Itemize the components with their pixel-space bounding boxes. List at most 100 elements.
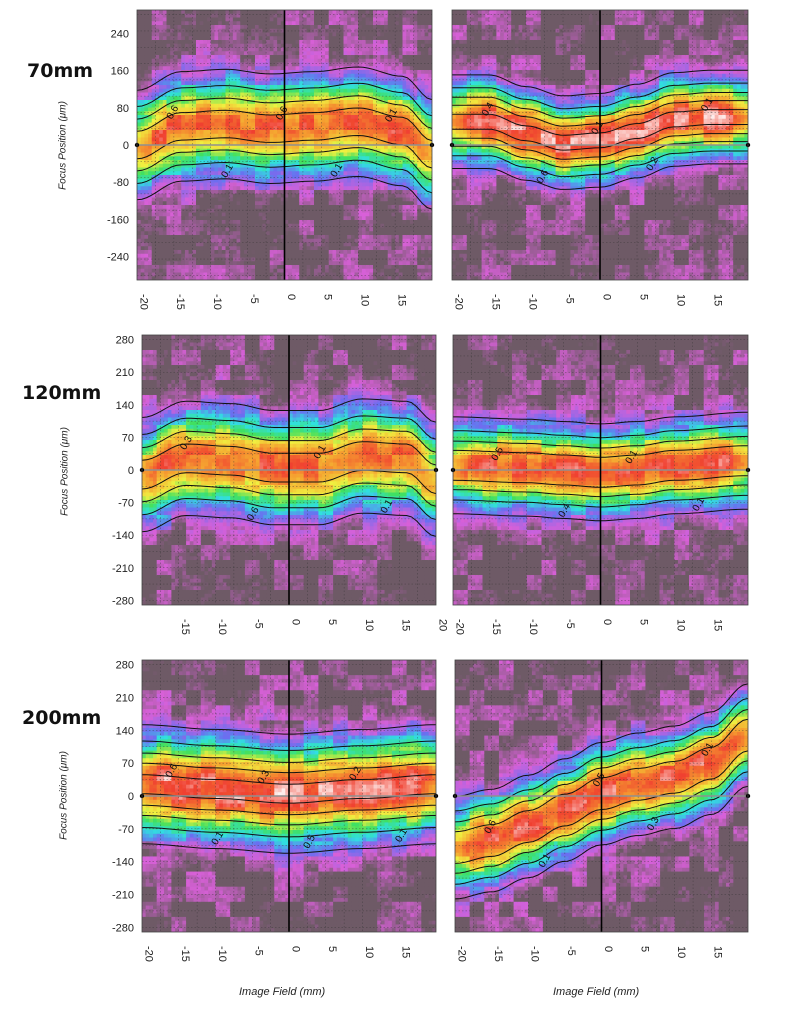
heatmap-cell [354, 70, 359, 75]
heatmap-cell [299, 103, 304, 109]
heatmap-cell [277, 250, 282, 255]
heatmap-cell [137, 58, 142, 64]
heatmap-cell [317, 25, 322, 30]
heatmap-cell [350, 242, 356, 247]
heatmap-cell [314, 223, 319, 229]
heatmap-cell [314, 272, 319, 277]
heatmap-cell [221, 253, 227, 259]
heatmap-cell [214, 81, 219, 86]
heatmap-cell [354, 238, 359, 244]
heatmap-cell [291, 250, 297, 255]
heatmap-cell [387, 220, 393, 225]
heatmap-cell [240, 193, 245, 199]
heatmap-cell [384, 141, 389, 146]
heatmap-cell [317, 92, 322, 97]
heatmap-cell [269, 77, 275, 82]
heatmap-cell [343, 261, 348, 266]
heatmap-cell [188, 96, 193, 101]
heatmap-cell [384, 122, 389, 127]
heatmap-cell [284, 231, 289, 236]
heatmap-cell [196, 62, 201, 67]
heatmap-cell [328, 175, 334, 180]
heatmap-cell [232, 88, 238, 94]
heatmap-cell [384, 171, 389, 176]
heatmap-cell [210, 220, 216, 225]
heatmap-cell [221, 257, 227, 262]
heatmap-cell [310, 216, 315, 221]
heatmap-cell [140, 250, 145, 255]
heatmap-cell [310, 253, 315, 259]
heatmap-cell [277, 47, 282, 52]
heatmap-cell [162, 167, 168, 172]
heatmap-cell [288, 272, 293, 277]
heatmap-cell [255, 201, 260, 206]
heatmap-cell [255, 223, 260, 229]
heatmap-cell [258, 130, 263, 135]
heatmap-cell [288, 32, 293, 37]
heatmap-cell [258, 220, 263, 225]
heatmap-cell [196, 201, 201, 206]
heatmap-cell [358, 28, 363, 34]
heatmap-cell [199, 17, 204, 22]
heatmap-cell [236, 216, 241, 221]
heatmap-cell [295, 58, 300, 64]
heatmap-cell [184, 122, 190, 127]
heatmap-cell [361, 73, 367, 79]
heatmap-cell [214, 190, 219, 195]
heatmap-cell [225, 107, 230, 112]
heatmap-cell [184, 58, 190, 64]
heatmap-cell [258, 182, 263, 187]
heatmap-cell [358, 43, 363, 49]
heatmap-cell [151, 141, 157, 146]
heatmap-cell [321, 205, 326, 210]
heatmap-cell [310, 40, 315, 45]
heatmap-cell [365, 235, 370, 240]
heatmap-cell [177, 220, 182, 225]
heatmap-cell [365, 190, 370, 195]
heatmap-cell [218, 28, 223, 34]
heatmap-cell [188, 190, 193, 195]
heatmap-cell [137, 100, 142, 105]
heatmap-cell [155, 152, 160, 157]
heatmap-cell [218, 250, 223, 255]
heatmap-cell [144, 10, 149, 15]
heatmap-cell [247, 17, 252, 22]
heatmap-cell [339, 261, 345, 266]
heatmap-cell [306, 133, 311, 139]
heatmap-cell [214, 197, 219, 202]
heatmap-cell [192, 235, 197, 240]
heatmap-cell [196, 242, 201, 247]
heatmap-cell [266, 10, 271, 15]
heatmap-cell [339, 88, 345, 94]
heatmap-cell [380, 182, 385, 187]
heatmap-cell [302, 85, 308, 90]
heatmap-cell [295, 250, 300, 255]
heatmap-cell [302, 261, 308, 266]
heatmap-cell [162, 265, 168, 270]
heatmap-cell [218, 190, 223, 195]
heatmap-cell [369, 85, 374, 90]
heatmap-cell [177, 126, 182, 131]
heatmap-cell [273, 148, 278, 154]
heatmap-cell [192, 212, 197, 217]
heatmap-cell [306, 88, 311, 94]
heatmap-cell [310, 261, 315, 266]
heatmap-cell [181, 238, 186, 244]
heatmap-cell [266, 13, 271, 19]
heatmap-cell [384, 43, 389, 49]
heatmap-cell [218, 70, 223, 75]
heatmap-cell [317, 231, 322, 236]
heatmap-cell [155, 73, 160, 79]
heatmap-cell [173, 227, 179, 232]
heatmap-cell [373, 111, 378, 116]
heatmap-cell [291, 272, 297, 277]
heatmap-cell [240, 212, 245, 217]
heatmap-cell [184, 92, 190, 97]
heatmap-cell [284, 175, 289, 180]
heatmap-cell [262, 257, 267, 262]
heatmap-cell [177, 43, 182, 49]
heatmap-cell [199, 227, 204, 232]
heatmap-cell [192, 51, 197, 56]
heatmap-cell [277, 253, 282, 259]
heatmap-cell [361, 246, 367, 251]
